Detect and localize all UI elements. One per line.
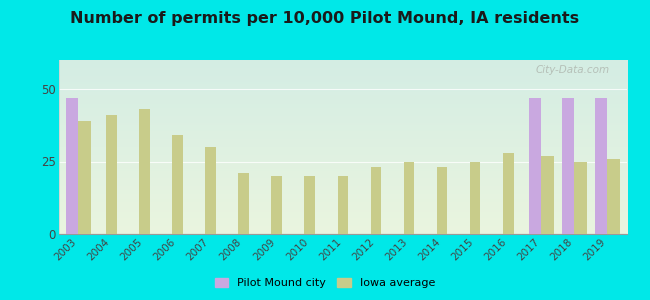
Bar xyxy=(370,167,382,234)
Legend: Pilot Mound city, Iowa average: Pilot Mound city, Iowa average xyxy=(211,274,439,293)
Text: City-Data.com: City-Data.com xyxy=(536,65,610,75)
Bar xyxy=(595,98,607,234)
Bar xyxy=(239,173,249,234)
Bar xyxy=(304,176,315,234)
Bar xyxy=(528,98,541,234)
Bar xyxy=(575,161,587,234)
Bar xyxy=(607,159,620,234)
Bar xyxy=(172,135,183,234)
Bar xyxy=(541,156,554,234)
Bar xyxy=(337,176,348,234)
Bar xyxy=(79,121,91,234)
Bar xyxy=(437,167,447,234)
Text: Number of permits per 10,000 Pilot Mound, IA residents: Number of permits per 10,000 Pilot Mound… xyxy=(70,11,580,26)
Bar xyxy=(66,98,79,234)
Bar xyxy=(139,109,150,234)
Bar xyxy=(562,98,575,234)
Bar xyxy=(404,161,414,234)
Bar xyxy=(205,147,216,234)
Bar xyxy=(503,153,514,234)
Bar xyxy=(470,161,480,234)
Bar xyxy=(272,176,282,234)
Bar xyxy=(106,115,117,234)
